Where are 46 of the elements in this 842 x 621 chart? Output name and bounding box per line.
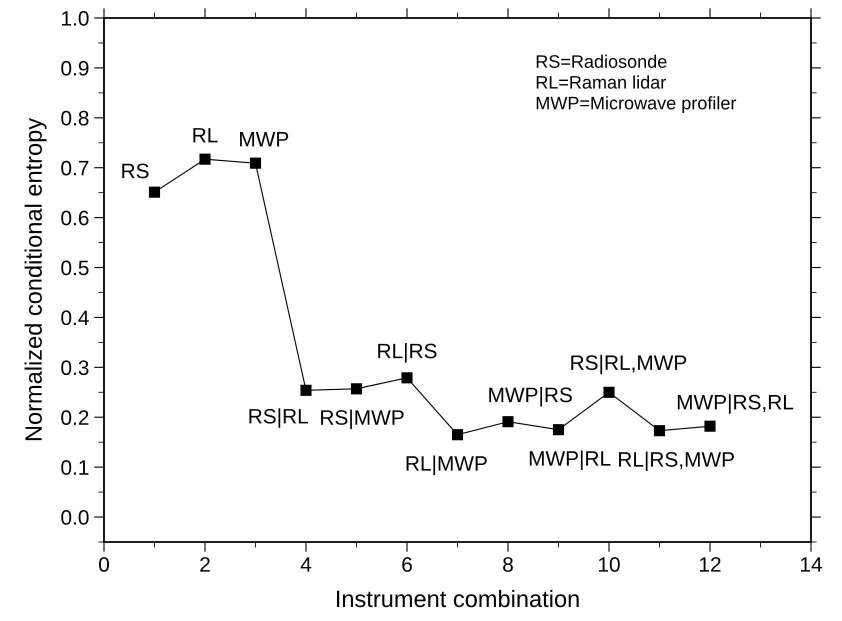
point [148, 186, 160, 198]
annotation: MWP|RL [530, 450, 610, 470]
point [654, 425, 666, 436]
point [704, 420, 716, 432]
x-tick-label: 14 [801, 557, 822, 572]
x-axis-title: Instrument combination [336, 590, 579, 608]
annotation: MWP|RS,RL [678, 394, 794, 414]
y-tick-label: 0.6 [61, 210, 89, 226]
x-tick-label: 12 [700, 557, 721, 572]
point [552, 424, 564, 436]
point [502, 416, 514, 428]
y-tick-label: 0.3 [61, 360, 89, 376]
x-tick-label: 4 [300, 557, 312, 572]
annotation: RS=Radiosonde RL=Raman lidar MWP=Microwave profiler [536, 54, 736, 114]
annotation: RL [193, 128, 218, 142]
annotation: RS|MWP [321, 410, 404, 430]
x-tick-label: 6 [402, 557, 412, 572]
point [199, 154, 211, 165]
y-axis-title: Normalized conditional entropy [24, 118, 47, 440]
point [603, 386, 615, 398]
point [452, 429, 464, 440]
x-tick-label: 0 [99, 557, 109, 572]
y-tick-label: 0.1 [61, 460, 88, 475]
annotation: RL|RS,MWP [619, 452, 734, 472]
y-tick-label: 0.0 [61, 510, 89, 525]
annotation: RS [122, 164, 149, 178]
annotation: RS|RL,MWP [571, 354, 686, 374]
annotation: MWP|RS [489, 386, 572, 406]
annotation: RL|RS [378, 343, 437, 363]
point [401, 372, 413, 384]
y-tick-label: 0.5 [61, 260, 89, 276]
y-tick-label: 0.7 [61, 160, 88, 176]
y-tick-label: 0.9 [61, 60, 88, 76]
y-tick-label: 1.0 [62, 11, 89, 26]
annotation: RS|RL [249, 408, 308, 428]
point [350, 383, 362, 394]
annotation: MWP [240, 132, 288, 146]
point [300, 384, 312, 396]
annotation: RL|MWP [406, 456, 487, 476]
x-tick-label: 10 [599, 557, 620, 572]
x-tick-label: 8 [503, 557, 513, 572]
y-tick-label: 0.8 [61, 110, 89, 126]
point [250, 158, 262, 169]
x-tick-label: 2 [200, 557, 210, 572]
y-tick-label: 0.2 [61, 410, 88, 425]
y-tick-label: 0.4 [61, 310, 89, 326]
